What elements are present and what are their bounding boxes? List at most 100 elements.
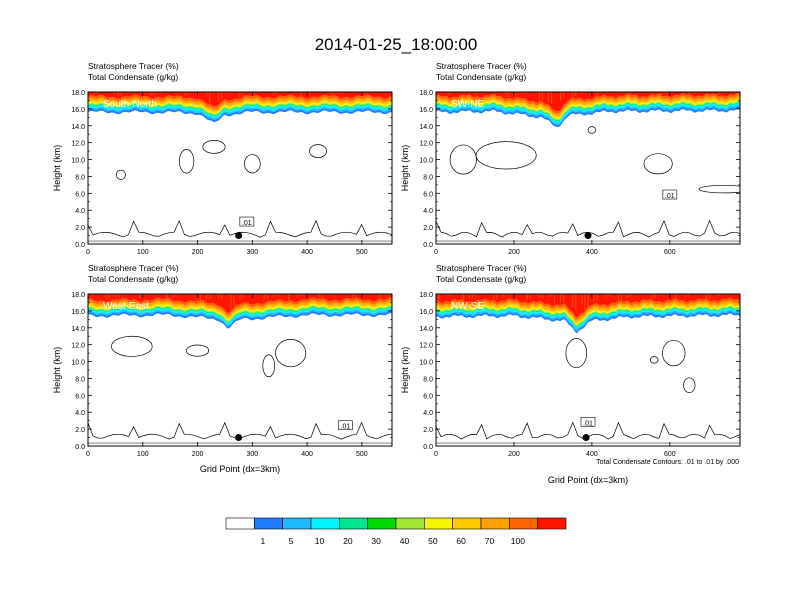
x-tick-label: 500 xyxy=(356,451,368,458)
contour-label-box xyxy=(239,216,255,227)
tracer-band-7 xyxy=(88,99,392,113)
y-tick-label: 0.0 xyxy=(423,444,433,451)
colorbar-swatch xyxy=(282,517,312,530)
colorbar-label: 1 xyxy=(260,536,265,546)
y-tick-label: 8.0 xyxy=(423,174,433,181)
y-tick-label: 14.0 xyxy=(71,124,85,131)
colorbar-label: 50 xyxy=(428,536,438,546)
y-tick-label: 6.0 xyxy=(75,191,85,198)
colorbar-label: 30 xyxy=(371,536,381,546)
x-tick-label: 200 xyxy=(192,451,204,458)
condensate-contour xyxy=(698,184,740,194)
tracer-band-8 xyxy=(436,300,740,323)
panel-label: South-North xyxy=(103,99,157,110)
x-axis-label: Grid Point (dx=3km) xyxy=(548,475,628,485)
tracer-band-1 xyxy=(436,106,740,128)
colorbar-swatch xyxy=(395,517,425,530)
y-tick-label: 2.0 xyxy=(423,225,433,232)
x-tick-label: 100 xyxy=(137,451,149,458)
location-marker xyxy=(235,232,243,240)
x-tick-label: 500 xyxy=(356,249,368,256)
plot-area: .01 xyxy=(436,92,740,242)
plot-area: .01 xyxy=(436,294,740,444)
y-tick-label: 18.0 xyxy=(419,292,433,299)
y-tick-label: 12.0 xyxy=(419,141,433,148)
colorbar-swatch xyxy=(452,517,482,530)
tracer-band-3 xyxy=(88,104,392,119)
condensate-contour xyxy=(449,144,477,175)
condensate-contour xyxy=(115,169,126,180)
tracer-band-9 xyxy=(88,297,392,316)
condensate-contour xyxy=(262,354,276,378)
x-tick-label: 300 xyxy=(246,451,258,458)
y-tick-label: 18.0 xyxy=(71,292,85,299)
tracer-band-2 xyxy=(436,104,740,125)
x-tick-label: 400 xyxy=(301,451,313,458)
colorbar-label: 20 xyxy=(343,536,353,546)
plot-area: .01 xyxy=(88,92,392,242)
panel-header-condensate: Total Condensate (g/kg) xyxy=(88,274,178,284)
panel-header-tracer: Stratosphere Tracer (%) xyxy=(88,263,179,273)
tracer-band-10 xyxy=(88,92,392,107)
panel-header-tracer: Stratosphere Tracer (%) xyxy=(88,61,179,71)
y-tick-label: 16.0 xyxy=(419,309,433,316)
y-tick-label: 2.0 xyxy=(75,225,85,232)
colorbar-swatch xyxy=(225,517,255,530)
condensate-contour xyxy=(662,339,686,367)
colorbar-swatch xyxy=(509,517,538,530)
condensate-contour xyxy=(202,140,226,154)
y-tick-label: 14.0 xyxy=(71,326,85,333)
y-tick-label: 2.0 xyxy=(423,427,433,434)
colorbar-swatch xyxy=(339,517,368,530)
tracer-band-8 xyxy=(88,97,392,112)
y-tick-label: 8.0 xyxy=(75,376,85,383)
figure-title: 2014-01-25_18:00:00 xyxy=(315,35,478,54)
panel-header-condensate: Total Condensate (g/kg) xyxy=(436,274,526,284)
x-tick-label: 600 xyxy=(664,451,676,458)
colorbar-label: 5 xyxy=(289,536,294,546)
tracer-band-10 xyxy=(88,294,392,313)
tracer-band-5 xyxy=(436,100,740,121)
y-tick-label: 8.0 xyxy=(423,376,433,383)
y-tick-label: 10.0 xyxy=(419,360,433,367)
y-tick-label: 6.0 xyxy=(75,393,85,400)
x-tick-label: 400 xyxy=(301,249,313,256)
tracer-band-3 xyxy=(436,308,740,330)
y-tick-label: 14.0 xyxy=(419,124,433,131)
x-tick-label: 200 xyxy=(192,249,204,256)
panel-header-tracer: Stratosphere Tracer (%) xyxy=(436,61,527,71)
colorbar-swatch xyxy=(424,517,453,530)
y-tick-label: 16.0 xyxy=(419,107,433,114)
condensate-contour xyxy=(643,153,673,175)
colorbar-label: 10 xyxy=(315,536,325,546)
tracer-band-9 xyxy=(436,297,740,320)
y-axis-label: Height (km) xyxy=(52,347,62,394)
y-axis-label: Height (km) xyxy=(52,145,62,192)
y-axis-label: Height (km) xyxy=(400,145,410,192)
tracer-band-7 xyxy=(436,302,740,324)
condensate-contour xyxy=(650,356,659,364)
condensate-contour xyxy=(587,126,597,134)
panel-label: SW-NE xyxy=(451,99,484,110)
contour-label-box xyxy=(662,189,678,200)
contour-label: .01 xyxy=(341,424,351,431)
x-axis-label: Grid Point (dx=3km) xyxy=(200,464,280,474)
tracer-band-3 xyxy=(436,103,740,124)
y-tick-label: 8.0 xyxy=(75,174,85,181)
contour-label-box xyxy=(338,420,353,431)
colorbar-swatch xyxy=(254,517,283,530)
colorbar-swatch xyxy=(367,517,397,530)
condensate-contour xyxy=(178,148,195,174)
condensate-contour xyxy=(111,335,153,357)
panel-1: Stratosphere Tracer (%)Total Condensate … xyxy=(52,61,393,256)
x-tick-label: 0 xyxy=(434,451,438,458)
x-tick-label: 0 xyxy=(86,451,90,458)
x-tick-label: 600 xyxy=(664,249,676,256)
colorbar-label: 100 xyxy=(511,536,525,546)
location-marker xyxy=(584,232,592,240)
y-tick-label: 4.0 xyxy=(423,410,433,417)
y-tick-label: 12.0 xyxy=(71,343,85,350)
x-tick-label: 100 xyxy=(137,249,149,256)
tracer-band-2 xyxy=(436,309,740,331)
condensate-contour xyxy=(475,141,537,170)
